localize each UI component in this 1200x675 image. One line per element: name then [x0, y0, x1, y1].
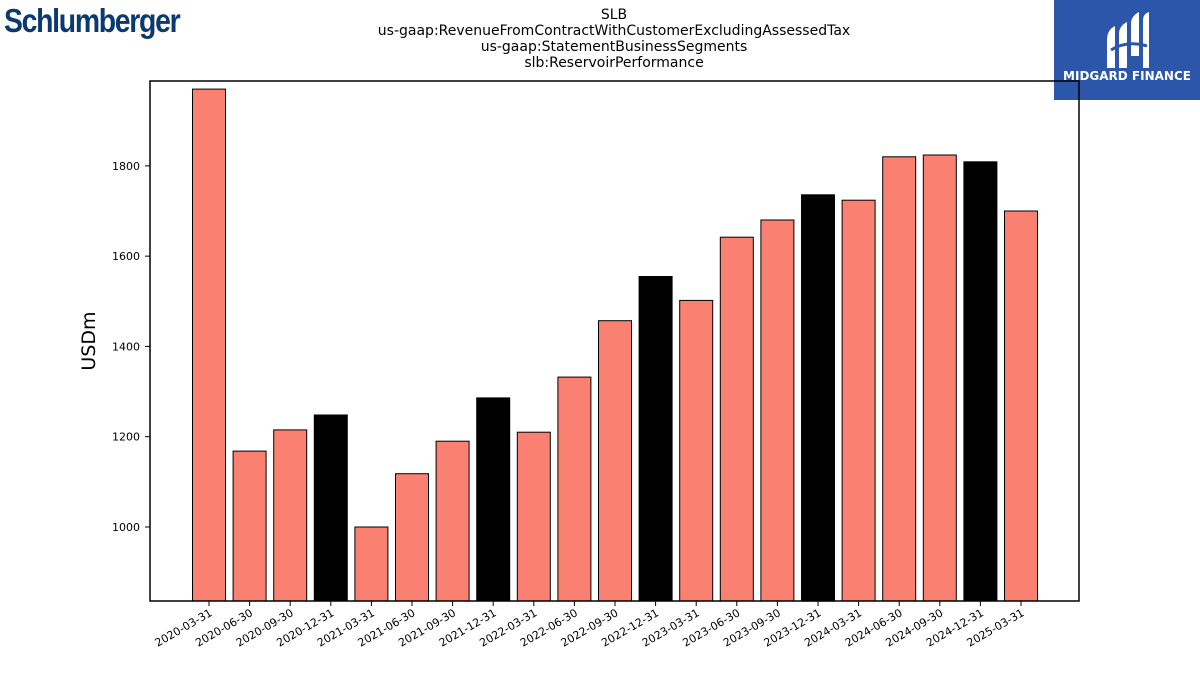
bar: [313, 414, 348, 602]
y-tick-label: 1400: [112, 340, 140, 353]
schlumberger-logo: Schlumberger: [4, 2, 181, 39]
bar: [395, 473, 429, 602]
bar: [638, 276, 673, 602]
brand-name: MIDGARD FINANCE: [1063, 69, 1191, 83]
bar: [679, 299, 714, 602]
bar: [922, 154, 957, 602]
bar: [801, 194, 835, 602]
bar: [476, 397, 511, 602]
chart-title-line-4: slb:ReservoirPerformance: [524, 55, 704, 71]
chart-title-line-3: us-gaap:StatementBusinessSegments: [480, 39, 748, 55]
chart-title-line-2: us-gaap:RevenueFromContractWithCustomerE…: [377, 23, 851, 39]
bar: [435, 440, 470, 602]
bar: [882, 156, 917, 602]
bar: [273, 429, 308, 602]
bar: [1004, 210, 1038, 602]
y-tick-label: 1000: [112, 521, 140, 534]
chart-title: SLB us-gaap:RevenueFromContractWithCusto…: [314, 7, 914, 71]
bar: [232, 450, 267, 602]
y-tick-label: 1800: [112, 160, 140, 173]
bar: [760, 219, 795, 602]
y-tick-label: 1200: [112, 431, 140, 444]
y-axis-label: USDm: [78, 311, 100, 370]
bar: [841, 199, 876, 602]
bar: [963, 161, 998, 602]
bar: [719, 236, 754, 602]
bar: [516, 431, 551, 602]
y-tick-label: 1600: [112, 250, 140, 263]
midgard-emblem-icon: [1107, 12, 1149, 68]
bar: [192, 88, 226, 602]
bar: [557, 376, 592, 602]
bar: [598, 320, 632, 602]
bar: [354, 526, 389, 602]
chart-title-line-1: SLB: [600, 7, 628, 23]
